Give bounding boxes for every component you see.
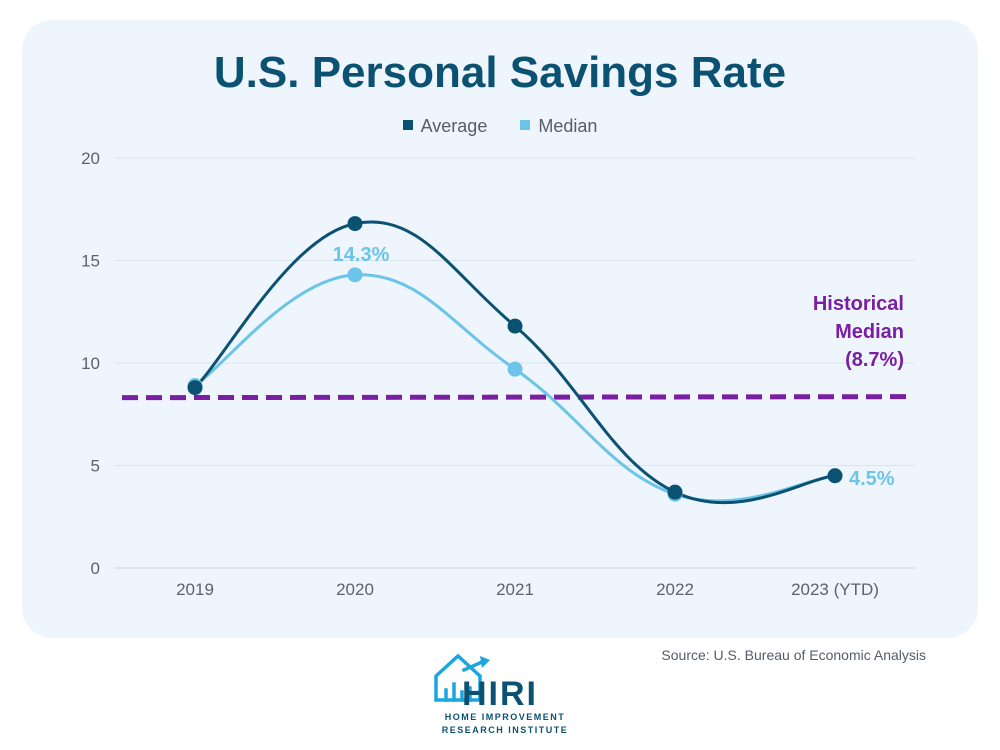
historical-median-line xyxy=(121,394,914,401)
y-tick-label: 20 xyxy=(81,149,100,168)
legend-label-average: Average xyxy=(420,116,488,136)
data-point-average xyxy=(187,380,203,396)
historical-median-label: Historical xyxy=(813,293,904,315)
logo-subtitle-line-1: HOME IMPROVEMENT xyxy=(444,712,566,722)
data-point-median xyxy=(507,361,523,377)
data-point-average xyxy=(507,318,523,334)
legend-item-average: Average xyxy=(402,116,488,137)
x-tick-label: 2020 xyxy=(336,580,374,599)
legend-swatch-median xyxy=(520,120,531,131)
y-tick-label: 5 xyxy=(91,457,100,476)
y-tick-label: 0 xyxy=(91,559,100,578)
legend-label-median: Median xyxy=(538,116,598,136)
historical-median-label: Median xyxy=(835,321,904,343)
legend-swatch-average xyxy=(402,120,413,131)
data-point-average xyxy=(827,468,843,484)
y-tick-label: 10 xyxy=(81,354,100,373)
legend-item-median: Median xyxy=(520,116,597,137)
legend: Average Median xyxy=(0,116,1000,137)
y-tick-label: 15 xyxy=(81,252,100,271)
chart-card xyxy=(22,20,978,638)
logo-wordmark: HIRI xyxy=(462,675,538,713)
data-label-median: 4.5% xyxy=(849,468,895,490)
data-point-average xyxy=(667,484,683,500)
chart-title: U.S. Personal Savings Rate xyxy=(213,48,787,97)
logo-subtitle-line-2: RESEARCH INSTITUTE xyxy=(441,725,569,735)
x-tick-label: 2023 (YTD) xyxy=(791,580,879,599)
historical-median-label: (8.7%) xyxy=(845,349,904,371)
hiri-logo-icon xyxy=(434,653,490,702)
series-line-median xyxy=(194,273,836,503)
x-tick-label: 2022 xyxy=(656,580,694,599)
x-tick-label: 2021 xyxy=(496,580,534,599)
data-point-median xyxy=(347,267,363,283)
data-point-average xyxy=(347,216,363,232)
source-note: Source: U.S. Bureau of Economic Analysis xyxy=(661,647,926,663)
x-tick-label: 2019 xyxy=(176,580,214,599)
data-label-median: 14.3% xyxy=(333,244,390,266)
chart-plot: 0 5 10 15 20 2019 2020 2021 2022 2023 (YTD) Histor… xyxy=(81,149,915,599)
